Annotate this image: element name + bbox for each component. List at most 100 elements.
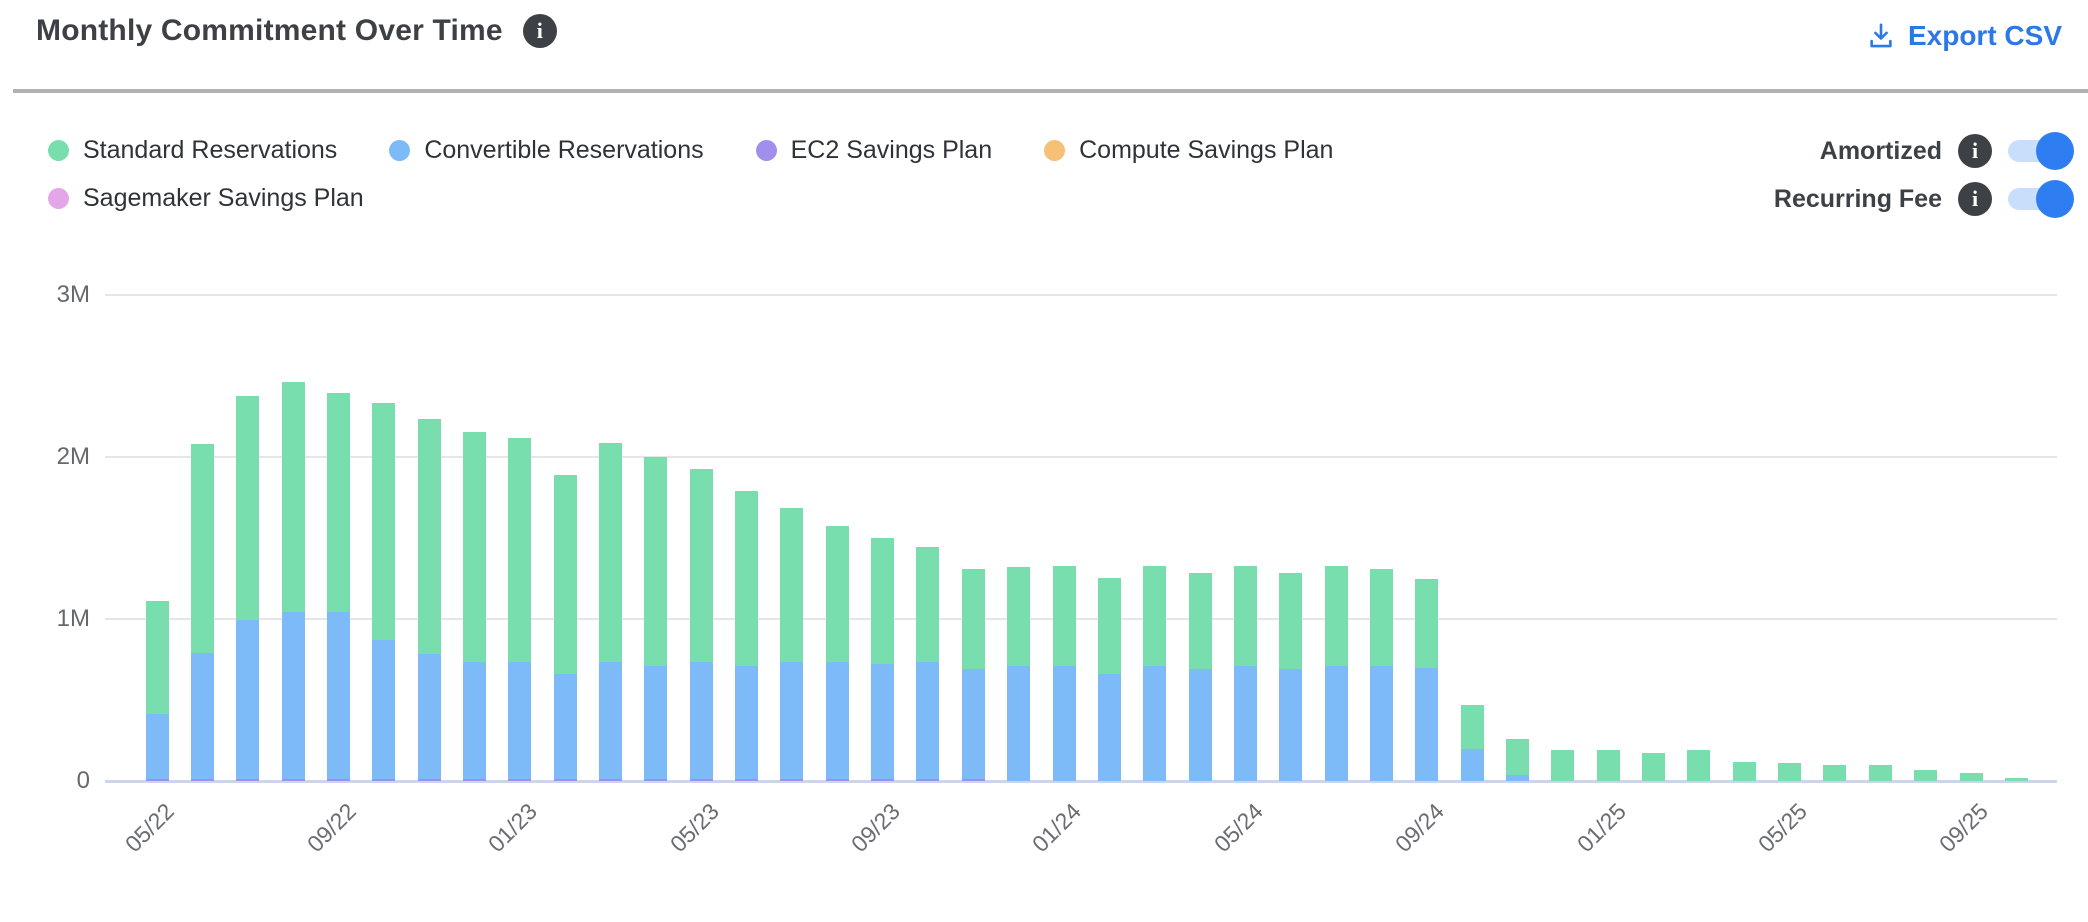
legend-item-compute-savings-plan[interactable]: Compute Savings Plan bbox=[1044, 136, 1333, 165]
segment-convertible-reservations bbox=[1143, 666, 1167, 781]
amortized-info-icon[interactable]: i bbox=[1958, 134, 1992, 168]
bar-08-22[interactable] bbox=[281, 382, 305, 781]
legend-label: Sagemaker Savings Plan bbox=[83, 184, 364, 212]
bar-09-24[interactable] bbox=[1415, 579, 1439, 781]
bar-06-22[interactable] bbox=[190, 444, 214, 781]
bar-02-25[interactable] bbox=[1642, 753, 1666, 781]
segment-ec2-savings-plan bbox=[825, 779, 849, 781]
bar-03-25[interactable] bbox=[1687, 750, 1711, 781]
bar-10-24[interactable] bbox=[1460, 705, 1484, 781]
bar-12-23[interactable] bbox=[1007, 567, 1031, 781]
bar-10-25[interactable] bbox=[2004, 778, 2028, 781]
segment-standard-reservations bbox=[236, 396, 260, 620]
segment-ec2-savings-plan bbox=[916, 779, 940, 781]
legend-dot bbox=[389, 140, 411, 161]
segment-standard-reservations bbox=[1279, 573, 1303, 669]
segment-standard-reservations bbox=[372, 403, 396, 640]
segment-standard-reservations bbox=[1097, 578, 1121, 674]
bar-11-23[interactable] bbox=[961, 569, 985, 781]
bar-05-25[interactable] bbox=[1778, 763, 1802, 781]
legend-item-convertible-reservations[interactable]: Convertible Reservations bbox=[389, 136, 704, 165]
legend-label: EC2 Savings Plan bbox=[790, 136, 993, 164]
segment-convertible-reservations bbox=[326, 612, 350, 779]
bar-04-24[interactable] bbox=[1188, 573, 1212, 781]
bar-10-22[interactable] bbox=[372, 403, 396, 781]
segment-ec2-savings-plan bbox=[780, 779, 804, 781]
bar-03-24[interactable] bbox=[1143, 566, 1167, 781]
segment-ec2-savings-plan bbox=[281, 779, 305, 781]
bar-05-23[interactable] bbox=[689, 469, 713, 781]
segment-standard-reservations bbox=[1188, 573, 1212, 669]
segment-standard-reservations bbox=[1369, 569, 1393, 666]
segment-convertible-reservations bbox=[462, 662, 486, 779]
bar-01-23[interactable] bbox=[508, 438, 532, 781]
segment-standard-reservations bbox=[462, 432, 486, 662]
bar-06-23[interactable] bbox=[735, 491, 759, 781]
x-axis-label-text: 01/25 bbox=[1571, 798, 1631, 858]
legend-item-ec2-savings-plan[interactable]: EC2 Savings Plan bbox=[755, 136, 993, 165]
header: Monthly Commitment Over Time i bbox=[36, 14, 557, 48]
segment-standard-reservations bbox=[417, 419, 441, 654]
bar-07-24[interactable] bbox=[1324, 566, 1348, 781]
segment-ec2-savings-plan bbox=[689, 779, 713, 781]
bar-11-22[interactable] bbox=[417, 419, 441, 781]
segment-standard-reservations bbox=[145, 601, 169, 714]
bar-09-23[interactable] bbox=[871, 538, 895, 781]
recurring-fee-info-icon[interactable]: i bbox=[1958, 182, 1992, 216]
x-axis-label-text: 05/25 bbox=[1752, 798, 1812, 858]
segment-standard-reservations bbox=[871, 538, 895, 664]
segment-ec2-savings-plan bbox=[735, 779, 759, 781]
download-icon bbox=[1870, 23, 1892, 48]
bar-04-25[interactable] bbox=[1732, 762, 1756, 781]
bar-05-24[interactable] bbox=[1233, 566, 1257, 781]
segment-standard-reservations bbox=[1415, 579, 1439, 668]
segment-standard-reservations bbox=[780, 508, 804, 662]
segment-standard-reservations bbox=[553, 475, 577, 674]
legend-item-sagemaker-savings-plan[interactable]: Sagemaker Savings Plan bbox=[48, 184, 364, 213]
segment-ec2-savings-plan bbox=[236, 779, 260, 781]
bar-08-25[interactable] bbox=[1914, 770, 1938, 781]
bar-11-24[interactable] bbox=[1506, 739, 1529, 781]
y-axis-label-0: 0 bbox=[76, 767, 90, 794]
segment-standard-reservations bbox=[689, 469, 713, 662]
header-divider bbox=[13, 89, 2088, 93]
bar-08-24[interactable] bbox=[1369, 569, 1393, 781]
bar-07-23[interactable] bbox=[780, 508, 804, 781]
bar-07-22[interactable] bbox=[236, 396, 260, 781]
bar-06-25[interactable] bbox=[1823, 765, 1847, 781]
recurring-fee-label: Recurring Fee bbox=[1773, 184, 1942, 213]
segment-standard-reservations bbox=[1506, 739, 1529, 775]
legend-item-standard-reservations[interactable]: Standard Reservations bbox=[48, 136, 337, 165]
bar-01-24[interactable] bbox=[1052, 566, 1076, 781]
bar-09-25[interactable] bbox=[1959, 773, 1983, 781]
export-csv-button[interactable]: Export CSV bbox=[1866, 20, 2062, 52]
bar-02-23[interactable] bbox=[553, 475, 577, 781]
y-gridline-3M bbox=[105, 294, 2057, 296]
bar-09-22[interactable] bbox=[326, 393, 350, 781]
bar-04-23[interactable] bbox=[644, 457, 668, 781]
segment-standard-reservations bbox=[1460, 705, 1484, 749]
bar-10-23[interactable] bbox=[916, 547, 940, 781]
bar-06-24[interactable] bbox=[1279, 573, 1303, 781]
segment-standard-reservations bbox=[1007, 567, 1031, 666]
y-axis-label-1M: 1M bbox=[56, 605, 90, 632]
segment-ec2-savings-plan bbox=[599, 779, 622, 781]
bar-05-22[interactable] bbox=[145, 601, 169, 781]
bar-12-24[interactable] bbox=[1551, 750, 1575, 781]
title-info-icon[interactable]: i bbox=[522, 14, 557, 48]
segment-ec2-savings-plan bbox=[871, 779, 895, 781]
bar-12-22[interactable] bbox=[462, 432, 486, 781]
segment-convertible-reservations bbox=[145, 714, 169, 779]
bar-01-25[interactable] bbox=[1596, 750, 1620, 781]
segment-convertible-reservations bbox=[1097, 674, 1121, 781]
segment-convertible-reservations bbox=[644, 666, 668, 779]
bar-07-25[interactable] bbox=[1868, 765, 1892, 781]
bar-03-23[interactable] bbox=[599, 443, 622, 781]
bar-02-24[interactable] bbox=[1097, 578, 1121, 781]
recurring-fee-toggle[interactable] bbox=[2008, 180, 2074, 218]
segment-standard-reservations bbox=[1823, 765, 1847, 781]
bar-08-23[interactable] bbox=[825, 526, 849, 781]
segment-standard-reservations bbox=[1868, 765, 1892, 781]
segment-convertible-reservations bbox=[1415, 668, 1439, 781]
amortized-toggle[interactable] bbox=[2008, 132, 2074, 170]
